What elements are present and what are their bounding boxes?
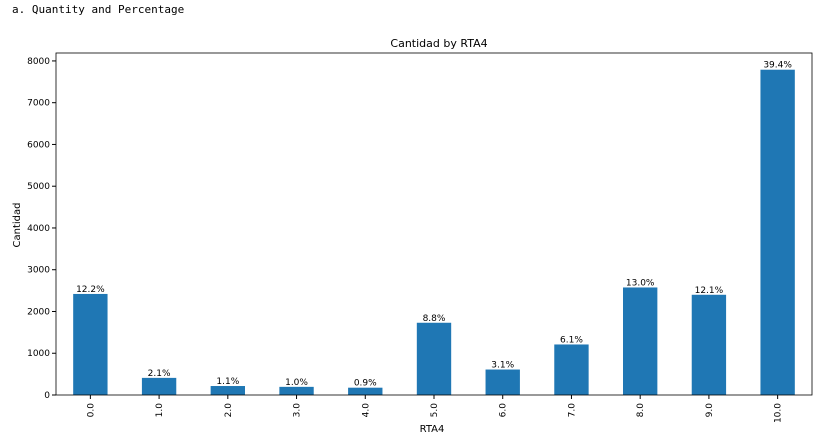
bar-label-4: 0.9% <box>354 379 377 389</box>
x-tick-label-1: 1.0 <box>155 403 165 418</box>
y-tick-label-4: 4000 <box>27 224 50 234</box>
y-tick-label-5: 5000 <box>27 182 50 192</box>
bar-label-9: 12.1% <box>695 286 724 296</box>
bar-label-1: 2.1% <box>148 369 171 379</box>
y-tick-label-0: 0 <box>44 391 50 401</box>
x-tick-label-6: 6.0 <box>499 403 509 418</box>
bar-4 <box>348 387 383 395</box>
x-tick-label-4: 4.0 <box>361 403 371 418</box>
y-tick-label-3: 3000 <box>27 266 50 276</box>
bar-label-3: 1.0% <box>285 378 308 388</box>
axes-frame <box>55 52 813 396</box>
y-tick-label-8: 8000 <box>27 57 50 67</box>
bar-label-10: 39.4% <box>763 61 792 71</box>
x-tick-label-2: 2.0 <box>224 403 234 418</box>
bar-label-2: 1.1% <box>216 377 239 387</box>
plot-area: 12.2% 0.0 2.1% 1.0 1.1% 2.0 1.0% 3.0 0.9% 4.0 8.8%… <box>27 52 813 423</box>
bar-2 <box>210 386 245 395</box>
bar-label-8: 13.0% <box>626 278 655 288</box>
bar-9 <box>691 294 727 395</box>
x-tick-label-8: 8.0 <box>636 403 646 418</box>
bar-label-7: 6.1% <box>560 335 583 345</box>
bar-10 <box>760 69 795 395</box>
bar-6 <box>485 369 520 395</box>
bar-7 <box>554 344 589 395</box>
y-tick-label-6: 6000 <box>27 140 50 150</box>
x-axis-label: RTA4 <box>420 424 445 435</box>
y-axis-label: Cantidad <box>12 203 23 248</box>
x-tick-label-5: 5.0 <box>430 403 440 418</box>
y-tick-label-1: 1000 <box>27 349 50 359</box>
x-tick-label-3: 3.0 <box>293 403 303 418</box>
cell-heading: a. Quantity and Percentage <box>12 3 185 16</box>
x-tick-label-10: 10.0 <box>774 403 784 423</box>
bar-label-5: 8.8% <box>423 314 446 324</box>
bar-5 <box>416 322 452 395</box>
chart-title: Cantidad by RTA4 <box>390 37 487 50</box>
bar-8 <box>623 287 658 395</box>
y-tick-label-7: 7000 <box>27 99 50 109</box>
x-tick-label-0: 0.0 <box>86 403 96 418</box>
y-tick-label-2: 2000 <box>27 307 50 317</box>
bar-0 <box>73 293 108 395</box>
bar-label-6: 3.1% <box>491 361 514 371</box>
x-tick-label-7: 7.0 <box>567 403 577 418</box>
bar-3 <box>279 386 314 395</box>
bar-1 <box>141 377 177 395</box>
x-tick-label-9: 9.0 <box>705 403 715 418</box>
bar-label-0: 12.2% <box>76 285 105 295</box>
